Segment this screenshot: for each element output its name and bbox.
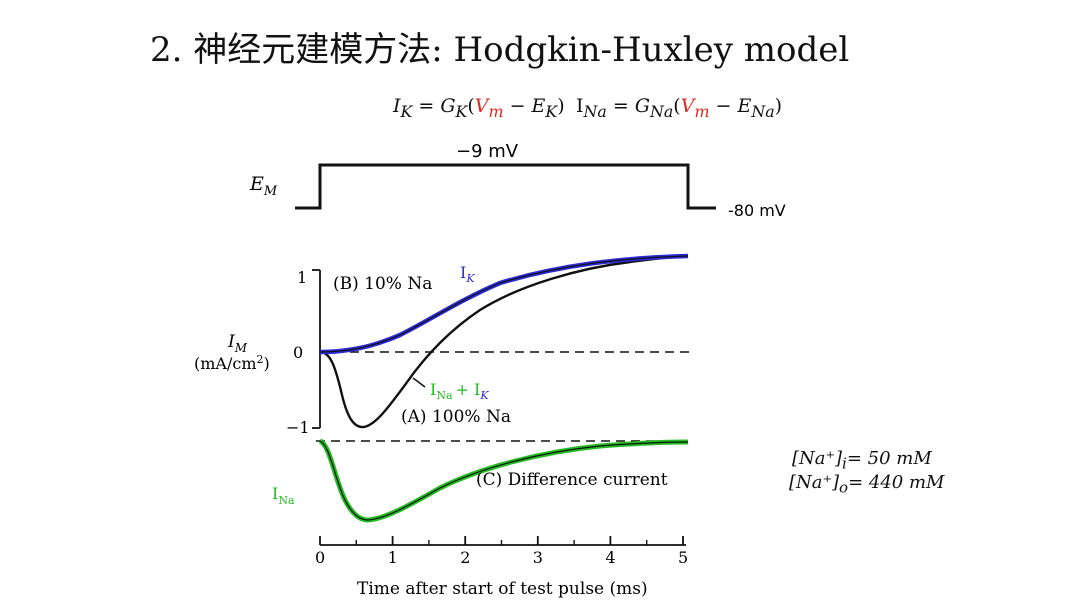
ina-eq-g: G bbox=[634, 95, 650, 117]
ik-equation: IK = GK(Vm − EK) bbox=[393, 95, 565, 121]
ina-equation: INa = GNa(Vm − ENa) bbox=[576, 95, 783, 121]
ik-eq-g-sub: K bbox=[455, 101, 468, 121]
na-inside-concentration: [Na⁺]i= 50 mM bbox=[792, 448, 932, 473]
y-tick-label-minus1: −1 bbox=[286, 418, 310, 437]
page-title: 2. 神经元建模方法: Hodgkin-Huxley model bbox=[150, 30, 850, 70]
label-a: (A) 100% Na bbox=[401, 407, 511, 427]
x-tick-label: 3 bbox=[533, 548, 543, 567]
ina-label: INa bbox=[272, 484, 295, 507]
sum-label: INa + IK bbox=[430, 380, 489, 402]
x-tick-label: 2 bbox=[460, 548, 470, 567]
ina-eq-g-sub: Na bbox=[650, 101, 674, 121]
ina-eq-lhs-sub: Na bbox=[583, 101, 607, 121]
high-voltage-label: −9 mV bbox=[456, 141, 519, 162]
total-current-curve bbox=[319, 254, 689, 429]
x-tick-label: 0 bbox=[315, 548, 325, 567]
ik-eq-g: G bbox=[440, 95, 456, 117]
ik-curve bbox=[319, 253, 689, 355]
label-b: (B) 10% Na bbox=[333, 274, 432, 294]
ina-eq-lhs: I bbox=[576, 95, 584, 117]
na-inside-sub: i bbox=[842, 454, 847, 473]
ina-eq-v: V bbox=[680, 95, 695, 117]
ik-eq-e: E bbox=[531, 95, 546, 117]
em-label: EM bbox=[249, 173, 278, 199]
ik-eq-e-sub: K bbox=[545, 101, 558, 121]
y-tick-label-0: 0 bbox=[293, 343, 303, 362]
ik-eq-lhs: I bbox=[393, 95, 401, 117]
label-c: (C) Difference current bbox=[476, 470, 668, 490]
ina-eq-e: E bbox=[737, 95, 752, 117]
ik-eq-v: V bbox=[474, 95, 489, 117]
x-ticks: 0 1 2 3 4 5 bbox=[315, 536, 688, 567]
na-outside-sub: o bbox=[839, 478, 849, 497]
voltage-step-trace bbox=[295, 163, 716, 210]
ik-curve-core bbox=[319, 255, 689, 353]
na-outside-concentration: [Na⁺]o= 440 mM bbox=[789, 472, 944, 497]
ina-curve-core bbox=[319, 440, 689, 521]
y-tick-label-1: 1 bbox=[297, 268, 307, 287]
ik-eq-lhs-sub: K bbox=[400, 101, 413, 121]
x-tick-label: 4 bbox=[605, 548, 615, 567]
ik-label: IK bbox=[460, 263, 475, 285]
ina-eq-v-sub: m bbox=[694, 101, 710, 121]
na-inside-symbol: [Na⁺] bbox=[792, 448, 843, 469]
na-inside-value: = 50 mM bbox=[846, 448, 932, 469]
sum-pointer bbox=[412, 377, 426, 388]
ik-eq-v-sub: m bbox=[488, 101, 504, 121]
ina-eq-e-sub: Na bbox=[751, 101, 775, 121]
x-tick-label: 1 bbox=[388, 548, 398, 567]
low-voltage-label: -80 mV bbox=[728, 201, 786, 220]
im-unit-label: (mA/cm2) bbox=[194, 353, 270, 373]
na-outside-symbol: [Na⁺] bbox=[789, 472, 840, 493]
na-outside-value: = 440 mM bbox=[848, 472, 945, 493]
x-axis-label: Time after start of test pulse (ms) bbox=[357, 579, 648, 599]
im-label: IM bbox=[227, 332, 248, 355]
x-tick-label: 5 bbox=[678, 548, 688, 567]
